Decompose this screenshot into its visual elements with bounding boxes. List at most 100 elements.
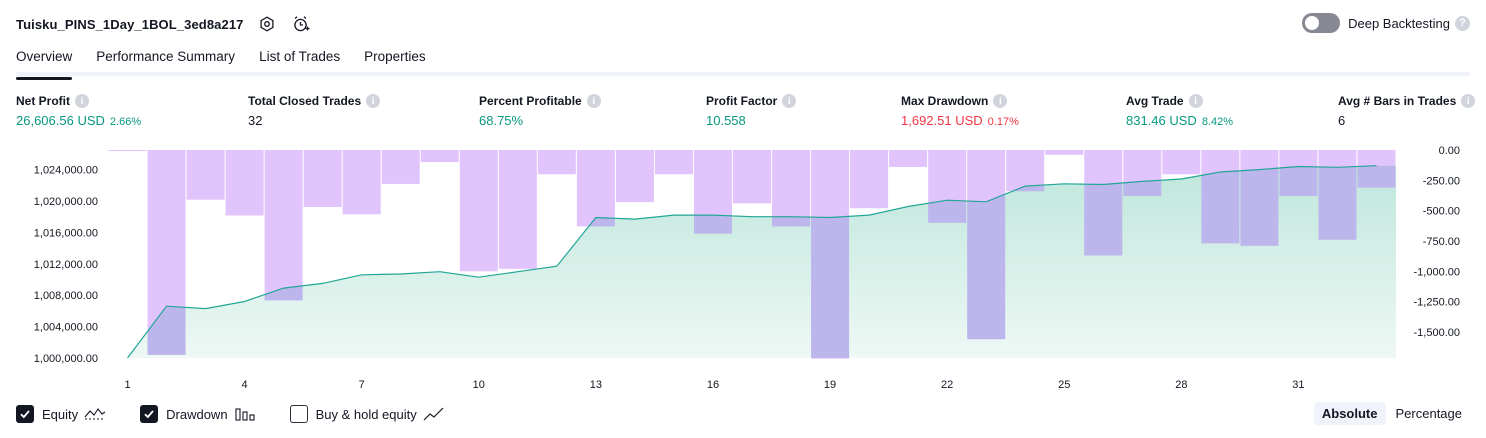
equity-area [127,165,1396,358]
help-icon[interactable]: ? [1455,15,1470,31]
drawdown-bar-overlap [1201,165,1240,244]
right-axis-tick-label: -1,250.00 [1414,297,1460,309]
legend-label: Equity [42,406,79,422]
x-axis-tick-label: 25 [1058,379,1070,391]
left-axis-tick-label: 1,008,000.00 [34,290,98,302]
metric-avg-trade: Avg Trade i 831.46 USD 8.42% [1126,94,1233,128]
left-axis: 1,000,000.00 1,004,000.00 1,008,000.00 1,01… [34,165,98,365]
legend-equity[interactable]: Equity [16,405,106,423]
x-axis-tick-label: 16 [707,379,719,391]
metric-label: Profit Factor [706,94,778,108]
metric-percent-profitable: Percent Profitable i 68.75% [479,94,601,128]
right-axis-tick-label: -250.00 [1423,175,1460,187]
drawdown-bar [459,150,498,272]
drawdown-bar [654,150,693,175]
drawdown-bar [420,150,459,163]
x-axis-tick-label: 1 [124,379,130,391]
drawdown-bar [303,150,342,208]
alarm-clock-plus-icon[interactable] [290,13,312,35]
drawdown-bars-icon [235,408,255,421]
checkbox-checked-icon[interactable] [16,405,34,423]
drawdown-bar [850,150,889,209]
x-axis-tick-label: 10 [473,379,485,391]
metric-label: Net Profit [16,94,70,108]
drawdown-bar [186,150,225,200]
chart-legend: Equity Drawdown Buy & hold equity [16,402,479,426]
drawdown-bar [732,150,772,204]
metric-value: 831.46 USD [1126,113,1197,128]
gear-icon[interactable] [256,13,278,35]
metric-percent: 8.42% [1201,116,1234,128]
buy-hold-line-icon [423,407,444,421]
metrics-row: Net Profit i 26,606.56 USD 2.66% Total Clo… [0,94,1486,134]
drawdown-bar-overlap [1279,165,1318,197]
x-axis-tick-label: 4 [242,379,248,391]
mode-percentage[interactable]: Percentage [1395,406,1463,421]
tab-performance-summary[interactable]: Performance Summary [96,49,236,64]
tab-properties[interactable]: Properties [364,49,426,64]
mode-absolute[interactable]: Absolute [1313,402,1386,425]
checkbox-unchecked-icon[interactable] [289,405,308,423]
legend-label: Buy & hold equity [315,406,417,422]
x-axis-tick-label: 28 [1175,379,1187,391]
metric-percent: 0.17% [987,116,1019,128]
info-icon[interactable]: i [1188,94,1203,108]
drawdown-bar [537,150,576,175]
metric-value: 10.558 [706,113,746,128]
right-axis-tick-label: 0.00 [1439,145,1460,157]
drawdown-bar [889,150,928,167]
value-mode-switch: Absolute Percentage [1312,402,1470,425]
drawdown-bar [615,150,654,203]
metric-value: 68.75% [479,113,524,128]
x-axis-tick-label: 31 [1292,379,1304,391]
info-icon[interactable]: i [993,94,1008,108]
drawdown-bar-overlap [1240,165,1279,246]
right-axis-tick-label: -1,000.00 [1414,266,1460,278]
drawdown-bar-overlap [1318,165,1357,240]
equity-line-icon [84,408,106,420]
left-axis-tick-label: 1,016,000.00 [34,227,98,239]
right-axis-tick-label: -750.00 [1423,236,1460,248]
metric-label: Percent Profitable [479,94,582,108]
metric-value: 26,606.56 USD [16,113,105,128]
report-tabs: Overview Performance Summary List of Tra… [16,46,1470,80]
x-axis-tick-label: 7 [359,379,365,391]
metric-label: Max Drawdown [901,94,989,108]
metric-value: 32 [248,113,263,128]
left-axis-tick-label: 1,012,000.00 [34,259,98,271]
legend-drawdown[interactable]: Drawdown [140,405,255,423]
right-axis-tick-label: -1,500.00 [1414,327,1460,339]
left-axis-tick-label: 1,004,000.00 [34,322,98,334]
drawdown-bar [342,150,381,215]
drawdown-bar [381,150,420,184]
deep-backtesting: Deep Backtesting ? [1302,13,1470,33]
metric-value: 6 [1338,113,1346,128]
metric-total-closed-trades: Total Closed Trades i 32 [248,94,381,128]
info-icon[interactable]: i [75,94,89,108]
left-axis-tick-label: 1,000,000.00 [34,353,98,365]
drawdown-bars [108,150,1396,359]
drawdown-bar [1162,150,1201,175]
x-axis-tick-label: 19 [824,379,836,391]
deep-backtesting-label: Deep Backtesting [1348,15,1450,31]
info-icon[interactable]: i [1461,94,1476,108]
info-icon[interactable]: i [366,94,381,108]
drawdown-bar [1006,150,1045,192]
tab-overview[interactable]: Overview [16,46,73,80]
metric-label: Total Closed Trades [248,94,362,108]
deep-backtesting-toggle[interactable] [1302,13,1341,33]
metric-value: 1,692.51 USD [901,113,983,128]
drawdown-bar-overlap [1357,165,1396,188]
tab-list-of-trades[interactable]: List of Trades [259,49,341,64]
checkbox-checked-icon[interactable] [140,405,159,423]
legend-buy-hold[interactable]: Buy & hold equity [289,405,445,423]
drawdown-bar [576,150,615,227]
metric-avg-bars-in-trades: Avg # Bars in Trades i 6 [1338,94,1476,128]
x-axis-tick-label: 22 [941,379,953,391]
info-icon[interactable]: i [586,94,601,108]
legend-label: Drawdown [166,406,228,422]
metric-max-drawdown: Max Drawdown i 1,692.51 USD 0.17% [901,94,1019,128]
equity-drawdown-chart[interactable]: 1,000,000.00 1,004,000.00 1,008,000.00 1,01… [0,138,1486,400]
strategy-header: Tuisku_PINS_1Day_1BOL_3ed8a217 [16,12,312,36]
info-icon[interactable]: i [782,94,797,108]
